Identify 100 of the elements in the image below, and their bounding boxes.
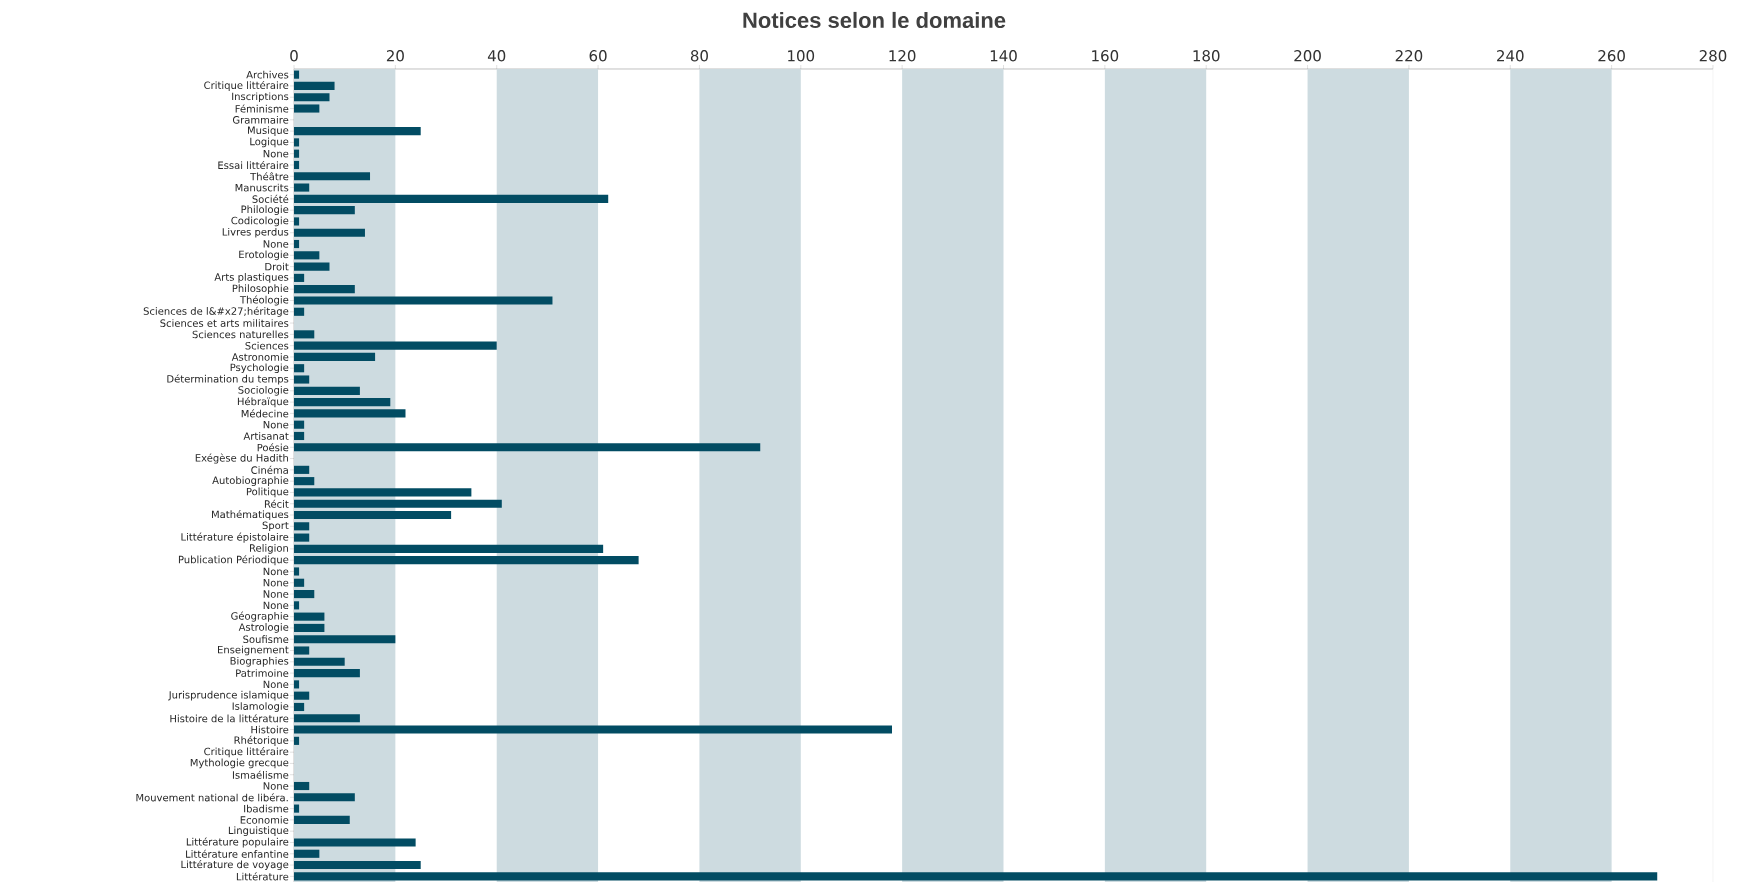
bar xyxy=(294,296,553,305)
y-tick-label: Archives xyxy=(246,70,289,79)
bar xyxy=(294,70,300,79)
bar xyxy=(294,544,604,553)
bar xyxy=(294,669,360,678)
bar xyxy=(294,793,355,802)
y-tick-label: Manuscrits xyxy=(235,183,289,192)
y-tick-label: Musique xyxy=(248,126,289,136)
y-tick-label: Erotologie xyxy=(239,250,289,261)
y-tick-label: Jurisprudence islamique xyxy=(168,690,289,701)
bar xyxy=(294,680,300,689)
y-tick-label: Géographie xyxy=(231,611,289,622)
y-tick-label: Mathématiques xyxy=(212,509,289,521)
x-tick-label: 60 xyxy=(589,50,607,62)
y-tick-label: Théologie xyxy=(239,295,289,306)
bar xyxy=(294,849,320,858)
y-tick-label: Féminisme xyxy=(235,104,289,113)
y-tick-label: Sport xyxy=(262,521,289,532)
bar xyxy=(294,578,305,587)
bar xyxy=(294,364,305,373)
bar xyxy=(294,420,305,429)
x-tick-label: 240 xyxy=(1497,50,1524,62)
bar xyxy=(294,860,421,870)
x-tick-label: 180 xyxy=(1193,50,1220,62)
bar xyxy=(294,714,360,723)
y-tick-label: Sciences xyxy=(245,341,289,350)
y-tick-label: Théâtre xyxy=(250,172,289,181)
bar xyxy=(294,477,315,486)
y-tick-label: Linguistique xyxy=(228,826,289,837)
y-tick-label: Histoire de la littérature xyxy=(170,714,289,723)
y-tick-label: Sciences de l&#x27;héritage xyxy=(143,306,289,317)
bar xyxy=(294,160,300,170)
y-tick-label: Autobiographie xyxy=(212,476,289,486)
y-tick-label: None xyxy=(263,590,289,598)
y-tick-label: Rhétorique xyxy=(234,735,289,746)
bar xyxy=(294,352,376,361)
y-tick-label: Société xyxy=(252,194,289,203)
bar xyxy=(294,635,396,644)
y-tick-label: None xyxy=(263,567,289,576)
x-tick-label: 80 xyxy=(690,50,708,62)
bar xyxy=(294,93,330,102)
bar xyxy=(294,341,497,350)
y-tick-label: Patrimoine xyxy=(236,669,289,677)
bar xyxy=(294,81,335,90)
y-tick-label: Astrologie xyxy=(238,623,289,633)
bar xyxy=(294,409,406,418)
y-tick-label: Logique xyxy=(250,137,289,148)
bar xyxy=(294,262,330,271)
bar xyxy=(294,646,310,655)
y-tick-label: Littérature de voyage xyxy=(181,860,289,871)
y-tick-label: Hébraïque xyxy=(237,397,289,408)
y-tick-label: Poésie xyxy=(257,443,289,452)
bar xyxy=(294,217,300,226)
bar xyxy=(294,251,320,260)
y-tick-label: Enseignement xyxy=(218,645,289,656)
bar xyxy=(294,499,502,508)
y-tick-label: Détermination du temps xyxy=(167,374,289,385)
y-tick-label: Philosophie xyxy=(232,284,289,295)
y-tick-label: Soufisme xyxy=(243,635,289,644)
bar xyxy=(294,194,609,203)
y-tick-label: Sociologie xyxy=(238,385,289,396)
bar xyxy=(294,781,310,791)
y-tick-label: Philologie xyxy=(241,205,289,215)
y-tick-label: Littérature épistolaire xyxy=(181,532,289,543)
bar xyxy=(294,556,639,565)
bar xyxy=(294,691,310,700)
x-tick-label: 100 xyxy=(788,50,815,62)
bar xyxy=(294,465,310,474)
y-tick-label: Critique littéraire xyxy=(204,80,289,91)
y-tick-label: Codicologie xyxy=(231,216,289,227)
bar xyxy=(294,702,305,712)
x-tick-label: 280 xyxy=(1699,50,1727,62)
bar xyxy=(294,239,300,249)
y-tick-label: Grammaire xyxy=(232,115,289,124)
y-tick-label: Inscriptions xyxy=(232,92,289,103)
bar xyxy=(294,443,761,452)
x-tick-label: 220 xyxy=(1395,50,1423,62)
x-tick-label: 20 xyxy=(386,50,404,62)
y-tick-label: Cinéma xyxy=(251,465,288,474)
y-tick-label: Economie xyxy=(240,816,289,824)
y-tick-label: Médecine xyxy=(241,409,289,418)
y-tick-label: None xyxy=(263,601,289,610)
y-tick-label: Ibadisme xyxy=(244,804,289,813)
y-tick-label: None xyxy=(263,149,289,158)
x-tick-label: 40 xyxy=(487,50,506,62)
y-tick-label: Islamologie xyxy=(232,702,289,712)
bar xyxy=(294,330,315,339)
y-tick-label: Mythologie grecque xyxy=(190,758,289,769)
y-tick-label: Littérature xyxy=(236,872,289,881)
bar xyxy=(294,601,300,610)
bar xyxy=(294,804,300,813)
x-tick-label: 140 xyxy=(990,50,1017,62)
bar xyxy=(294,522,310,531)
y-tick-label: Mouvement national de libéra. xyxy=(136,793,288,802)
bar xyxy=(294,488,472,497)
x-tick-label: 160 xyxy=(1092,50,1119,62)
bar xyxy=(294,398,391,407)
y-tick-label: Psychologie xyxy=(230,363,289,374)
y-tick-label: Critique littéraire xyxy=(204,747,289,758)
x-tick-label: 200 xyxy=(1294,50,1321,62)
